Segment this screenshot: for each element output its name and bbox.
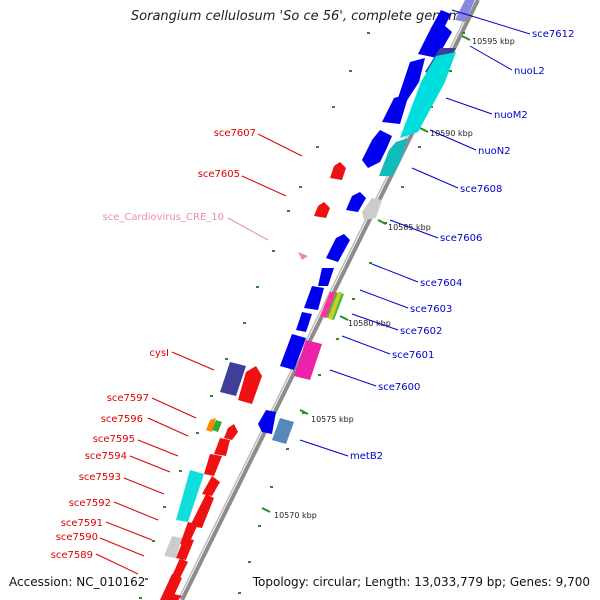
gene-label[interactable]: nuoM2 [494, 110, 528, 121]
gene-sce7605[interactable] [314, 202, 330, 218]
kbp-label: 10570 kbp [274, 511, 317, 520]
gene-sce7600[interactable] [294, 340, 322, 380]
gene-sce7597-green[interactable] [212, 420, 222, 432]
rna-gene-label[interactable]: sce_Cardiovirus_CRE_10 [103, 212, 224, 223]
gene-label[interactable]: sce7593 [79, 472, 121, 483]
forward-gene-labels: sce7612 nuoL2 nuoM2 nuoN2 sce7608 sce760… [350, 29, 574, 462]
gene-sce7601[interactable] [280, 334, 306, 370]
gene-sce7612-block[interactable] [455, 0, 475, 22]
gene-label[interactable]: sce7600 [378, 382, 420, 393]
gene-cysI-red[interactable] [238, 366, 262, 404]
gene-label[interactable]: sce7612 [532, 29, 574, 40]
rna-leader [227, 217, 269, 241]
gene-sce7597-orange[interactable] [206, 418, 216, 432]
reverse-strand-genes [160, 162, 346, 600]
gene-label[interactable]: sce7592 [69, 498, 111, 509]
gene-label[interactable]: cysI [149, 348, 169, 359]
gene-label[interactable]: metB2 [350, 451, 383, 462]
gene-sce-cardiovirus-cre-10[interactable] [298, 252, 308, 260]
gene-label[interactable]: sce7601 [392, 350, 434, 361]
gene-sce7590-gray[interactable] [164, 536, 182, 558]
gene-label[interactable]: sce7606 [440, 233, 482, 244]
gene-cysI-dark[interactable] [220, 362, 246, 396]
gene-label[interactable]: sce7589 [51, 550, 93, 561]
gene-label[interactable]: sce7594 [85, 451, 127, 462]
gene-sce7594[interactable] [204, 454, 222, 476]
gene-blue-mid[interactable] [382, 94, 409, 124]
gene-metB2-blue[interactable] [258, 410, 276, 434]
gene-label[interactable]: sce7597 [107, 393, 149, 404]
gene-metB2-steel[interactable] [272, 418, 294, 444]
gene-label[interactable]: sce7595 [93, 434, 135, 445]
kbp-label: 10575 kbp [311, 415, 354, 424]
gene-sce7590[interactable] [176, 538, 194, 560]
outer-dotted-track [139, 32, 370, 599]
gene-label[interactable]: sce7607 [214, 128, 256, 139]
gene-sce7593-cyan[interactable] [176, 470, 204, 522]
gene-label[interactable]: sce7608 [460, 184, 502, 195]
gene-label[interactable]: sce7604 [420, 278, 462, 289]
kbp-label: 10595 kbp [472, 37, 515, 46]
gene-nuoM2-blue[interactable] [396, 58, 425, 104]
gene-label[interactable]: sce7603 [410, 304, 452, 315]
gene-sce7603-multi-pink[interactable] [320, 292, 336, 318]
gene-sce7592[interactable] [190, 494, 214, 528]
accession-text: Accession: NC_010162 [9, 575, 146, 589]
map-title: Sorangium cellulosum 'So ce 56', complet… [130, 9, 470, 24]
gene-label[interactable]: sce7602 [400, 326, 442, 337]
gene-label[interactable]: nuoN2 [478, 146, 511, 157]
reverse-gene-labels: sce7607 sce7605 cysI sce7597 sce7596 sce… [51, 128, 256, 561]
gene-label[interactable]: nuoL2 [514, 66, 545, 77]
gene-sce7606-gray[interactable] [362, 198, 382, 220]
gene-label[interactable]: sce7591 [61, 518, 103, 529]
gene-label[interactable]: sce7605 [198, 169, 240, 180]
kbp-ticks [261, 35, 471, 513]
kbp-label: 10590 kbp [430, 129, 473, 138]
gene-sce7589[interactable] [172, 558, 188, 578]
gene-sce7612-arrow[interactable] [418, 10, 452, 58]
gene-sce7593-red[interactable] [202, 476, 220, 496]
gene-sce7608[interactable] [362, 130, 392, 168]
gene-sce7596[interactable] [224, 424, 238, 440]
gene-sce7604[interactable] [318, 268, 334, 286]
gene-sce7603-blue[interactable] [304, 286, 324, 310]
forward-strand-genes [258, 0, 475, 444]
gene-label[interactable]: sce7590 [56, 532, 98, 543]
gene-sce7607[interactable] [330, 162, 346, 180]
gene-nuoM2-cyan[interactable] [400, 52, 456, 138]
gene-sce7603-multi-yellow[interactable] [328, 292, 342, 320]
gene-sce7606-blue[interactable] [346, 192, 366, 212]
kbp-label: 10580 kbp [348, 319, 391, 328]
genome-summary-text: Topology: circular; Length: 13,033,779 b… [252, 575, 590, 589]
gene-label[interactable]: sce7596 [101, 414, 143, 425]
gene-nuoN2-cyan[interactable] [379, 138, 408, 176]
gene-blue-a[interactable] [326, 234, 350, 262]
reverse-leaders [95, 133, 303, 575]
gene-red-bottom-1[interactable] [160, 574, 182, 600]
gene-red-bottom-2[interactable] [170, 594, 182, 600]
forward-leaders [299, 9, 531, 457]
gene-sce7595[interactable] [214, 438, 230, 456]
gene-sce7602[interactable] [296, 312, 312, 332]
